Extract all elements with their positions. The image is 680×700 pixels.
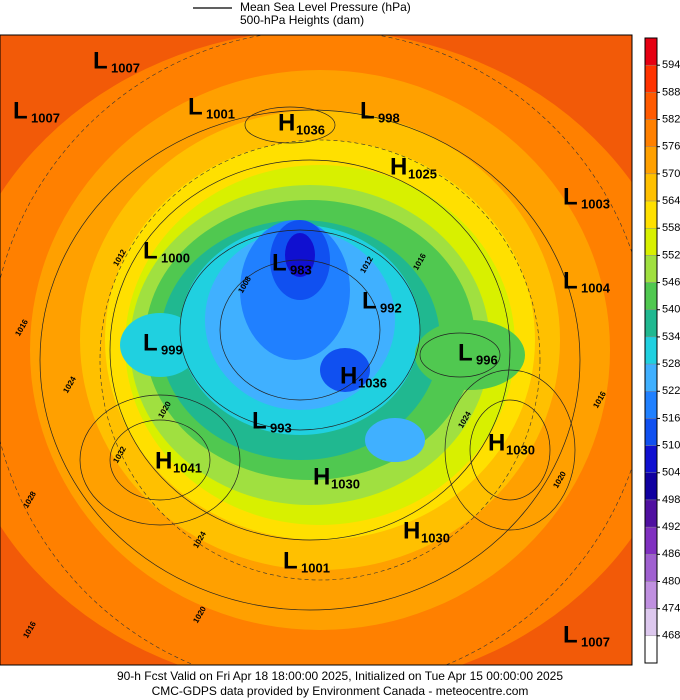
center-letter: H — [340, 362, 357, 389]
colorbar-label: 528 — [662, 358, 680, 370]
colorbar-label: 486 — [662, 548, 680, 560]
legend-text: Mean Sea Level Pressure (hPa) — [240, 0, 411, 14]
colorbar-box — [644, 64, 658, 93]
colorbar: 594 588 582 576 570 564 558 552 546 540 534 528 522 5… — [644, 37, 680, 664]
center-value: 1004 — [581, 280, 611, 295]
colorbar-label: 522 — [662, 385, 680, 397]
footer-text: 90-h Fcst Valid on Fri Apr 18 18:00:00 2… — [117, 669, 563, 683]
center-value: 1003 — [581, 196, 610, 211]
center-value: 1000 — [161, 250, 190, 265]
colorbar-box — [644, 200, 658, 229]
colorbar-label: 468 — [662, 630, 680, 642]
colorbar-box — [644, 92, 658, 120]
center-letter: H — [313, 463, 330, 490]
colorbar-label: 594 — [662, 59, 680, 71]
colorbar-box — [644, 554, 658, 582]
center-letter: H — [488, 429, 505, 456]
center-value: 1030 — [506, 442, 535, 457]
colorbar-box — [644, 146, 658, 175]
colorbar-label: 504 — [662, 467, 680, 479]
center-letter: H — [390, 153, 407, 180]
colorbar-box — [644, 282, 658, 310]
colorbar-label: 576 — [662, 141, 680, 153]
colorbar-box — [644, 418, 658, 446]
colorbar-label: 474 — [662, 603, 680, 615]
colorbar-box — [644, 499, 658, 528]
center-letter: L — [563, 267, 578, 294]
center-letter: L — [362, 287, 377, 314]
colorbar-label: 588 — [662, 86, 680, 98]
colorbar-box — [644, 391, 658, 419]
colorbar-box — [644, 119, 658, 147]
center-value: 1007 — [31, 110, 60, 125]
center-value: 1041 — [173, 460, 202, 475]
center-letter: L — [143, 329, 158, 356]
colorbar-label: 498 — [662, 494, 680, 506]
colorbar-box — [644, 255, 658, 283]
colorbar-label: 480 — [662, 575, 680, 587]
colorbar-box — [644, 309, 658, 338]
center-value: 1007 — [581, 634, 610, 649]
colorbar-label: 546 — [662, 276, 680, 288]
colorbar-label: 564 — [662, 195, 680, 207]
center-value: 999 — [161, 342, 183, 357]
colorbar-box — [644, 526, 658, 555]
colorbar-label: 558 — [662, 222, 680, 234]
center-letter: L — [563, 621, 578, 648]
colorbar-box — [644, 336, 658, 365]
center-letter: H — [278, 109, 295, 136]
center-value: 1025 — [408, 166, 437, 181]
colorbar-box — [644, 472, 658, 501]
colorbar-label: 540 — [662, 304, 680, 316]
center-letter: L — [93, 47, 108, 74]
colorbar-box — [644, 635, 658, 664]
center-letter: L — [458, 339, 473, 366]
colorbar-label: 534 — [662, 331, 680, 343]
colorbar-box — [644, 173, 658, 202]
colorbar-box — [644, 581, 658, 609]
center-letter: H — [403, 517, 420, 544]
center-letter: H — [155, 447, 172, 474]
center-value: 993 — [270, 420, 292, 435]
center-value: 1030 — [421, 530, 450, 545]
center-value: 996 — [476, 352, 498, 367]
center-letter: L — [272, 249, 287, 276]
colorbar-label: 516 — [662, 412, 680, 424]
center-value: 1001 — [206, 106, 235, 121]
colorbar-label: 570 — [662, 168, 680, 180]
colorbar-label: 510 — [662, 440, 680, 452]
center-value: 1030 — [331, 476, 360, 491]
center-letter: L — [360, 97, 375, 124]
center-value: 1001 — [301, 560, 330, 575]
map-frame — [0, 34, 633, 666]
colorbar-box — [644, 228, 658, 256]
colorbar-frame — [644, 37, 658, 664]
center-value: 1036 — [296, 122, 325, 137]
center-value: 992 — [380, 300, 402, 315]
colorbar-label: 582 — [662, 113, 680, 125]
center-letter: L — [13, 97, 28, 124]
colorbar-box — [644, 445, 658, 473]
center-letter: L — [143, 237, 158, 264]
footer-text: CMC-GDPS data provided by Environment Ca… — [152, 684, 529, 698]
colorbar-box — [644, 37, 658, 66]
center-value: 983 — [290, 262, 312, 277]
colorbar-box — [644, 363, 658, 392]
colorbar-label: 492 — [662, 521, 680, 533]
legend-text: 500-hPa Heights (dam) — [240, 13, 364, 27]
center-letter: L — [188, 93, 203, 120]
center-value: 998 — [378, 110, 400, 125]
map — [0, 35, 632, 665]
center-letter: L — [283, 547, 298, 574]
center-letter: L — [252, 407, 267, 434]
center-value: 1007 — [111, 60, 140, 75]
colorbar-label: 552 — [662, 249, 680, 261]
colorbar-box — [644, 608, 658, 637]
center-value: 1036 — [358, 375, 387, 390]
center-letter: L — [563, 183, 578, 210]
